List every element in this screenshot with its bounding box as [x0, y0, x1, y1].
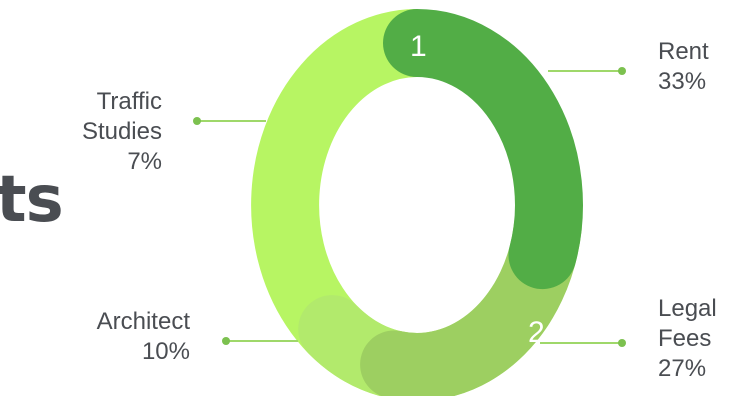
label-rent-value: 33%	[658, 68, 707, 95]
label-traffic-value: Studies 7%	[81, 118, 162, 175]
label-legal-value: 27%	[658, 355, 707, 382]
leader-traffic-dot	[193, 117, 201, 125]
label-rent: Rent 33%	[658, 37, 709, 97]
segment-number-2: 2	[528, 316, 545, 349]
label-traffic-studies: Traffic Studies 7%	[66, 87, 162, 177]
leader-architect-dot	[222, 337, 230, 345]
label-architect-value: 10%	[141, 338, 190, 365]
label-legal-name-1: Legal	[658, 295, 717, 322]
label-architect-name: Architect	[96, 308, 190, 335]
label-legal-fees: Legal Fees 27%	[658, 294, 717, 384]
label-traffic-name: Traffic	[96, 88, 162, 115]
leader-rent-dot	[618, 67, 626, 75]
label-rent-name: Rent	[658, 38, 709, 65]
segment-number-1: 1	[410, 30, 427, 63]
segment-rent	[383, 9, 583, 290]
partial-title-text: ts	[0, 163, 64, 237]
leader-legal-dot	[618, 339, 626, 347]
label-legal-name-2: Fees	[658, 325, 712, 352]
label-architect: Architect 10%	[60, 307, 190, 367]
